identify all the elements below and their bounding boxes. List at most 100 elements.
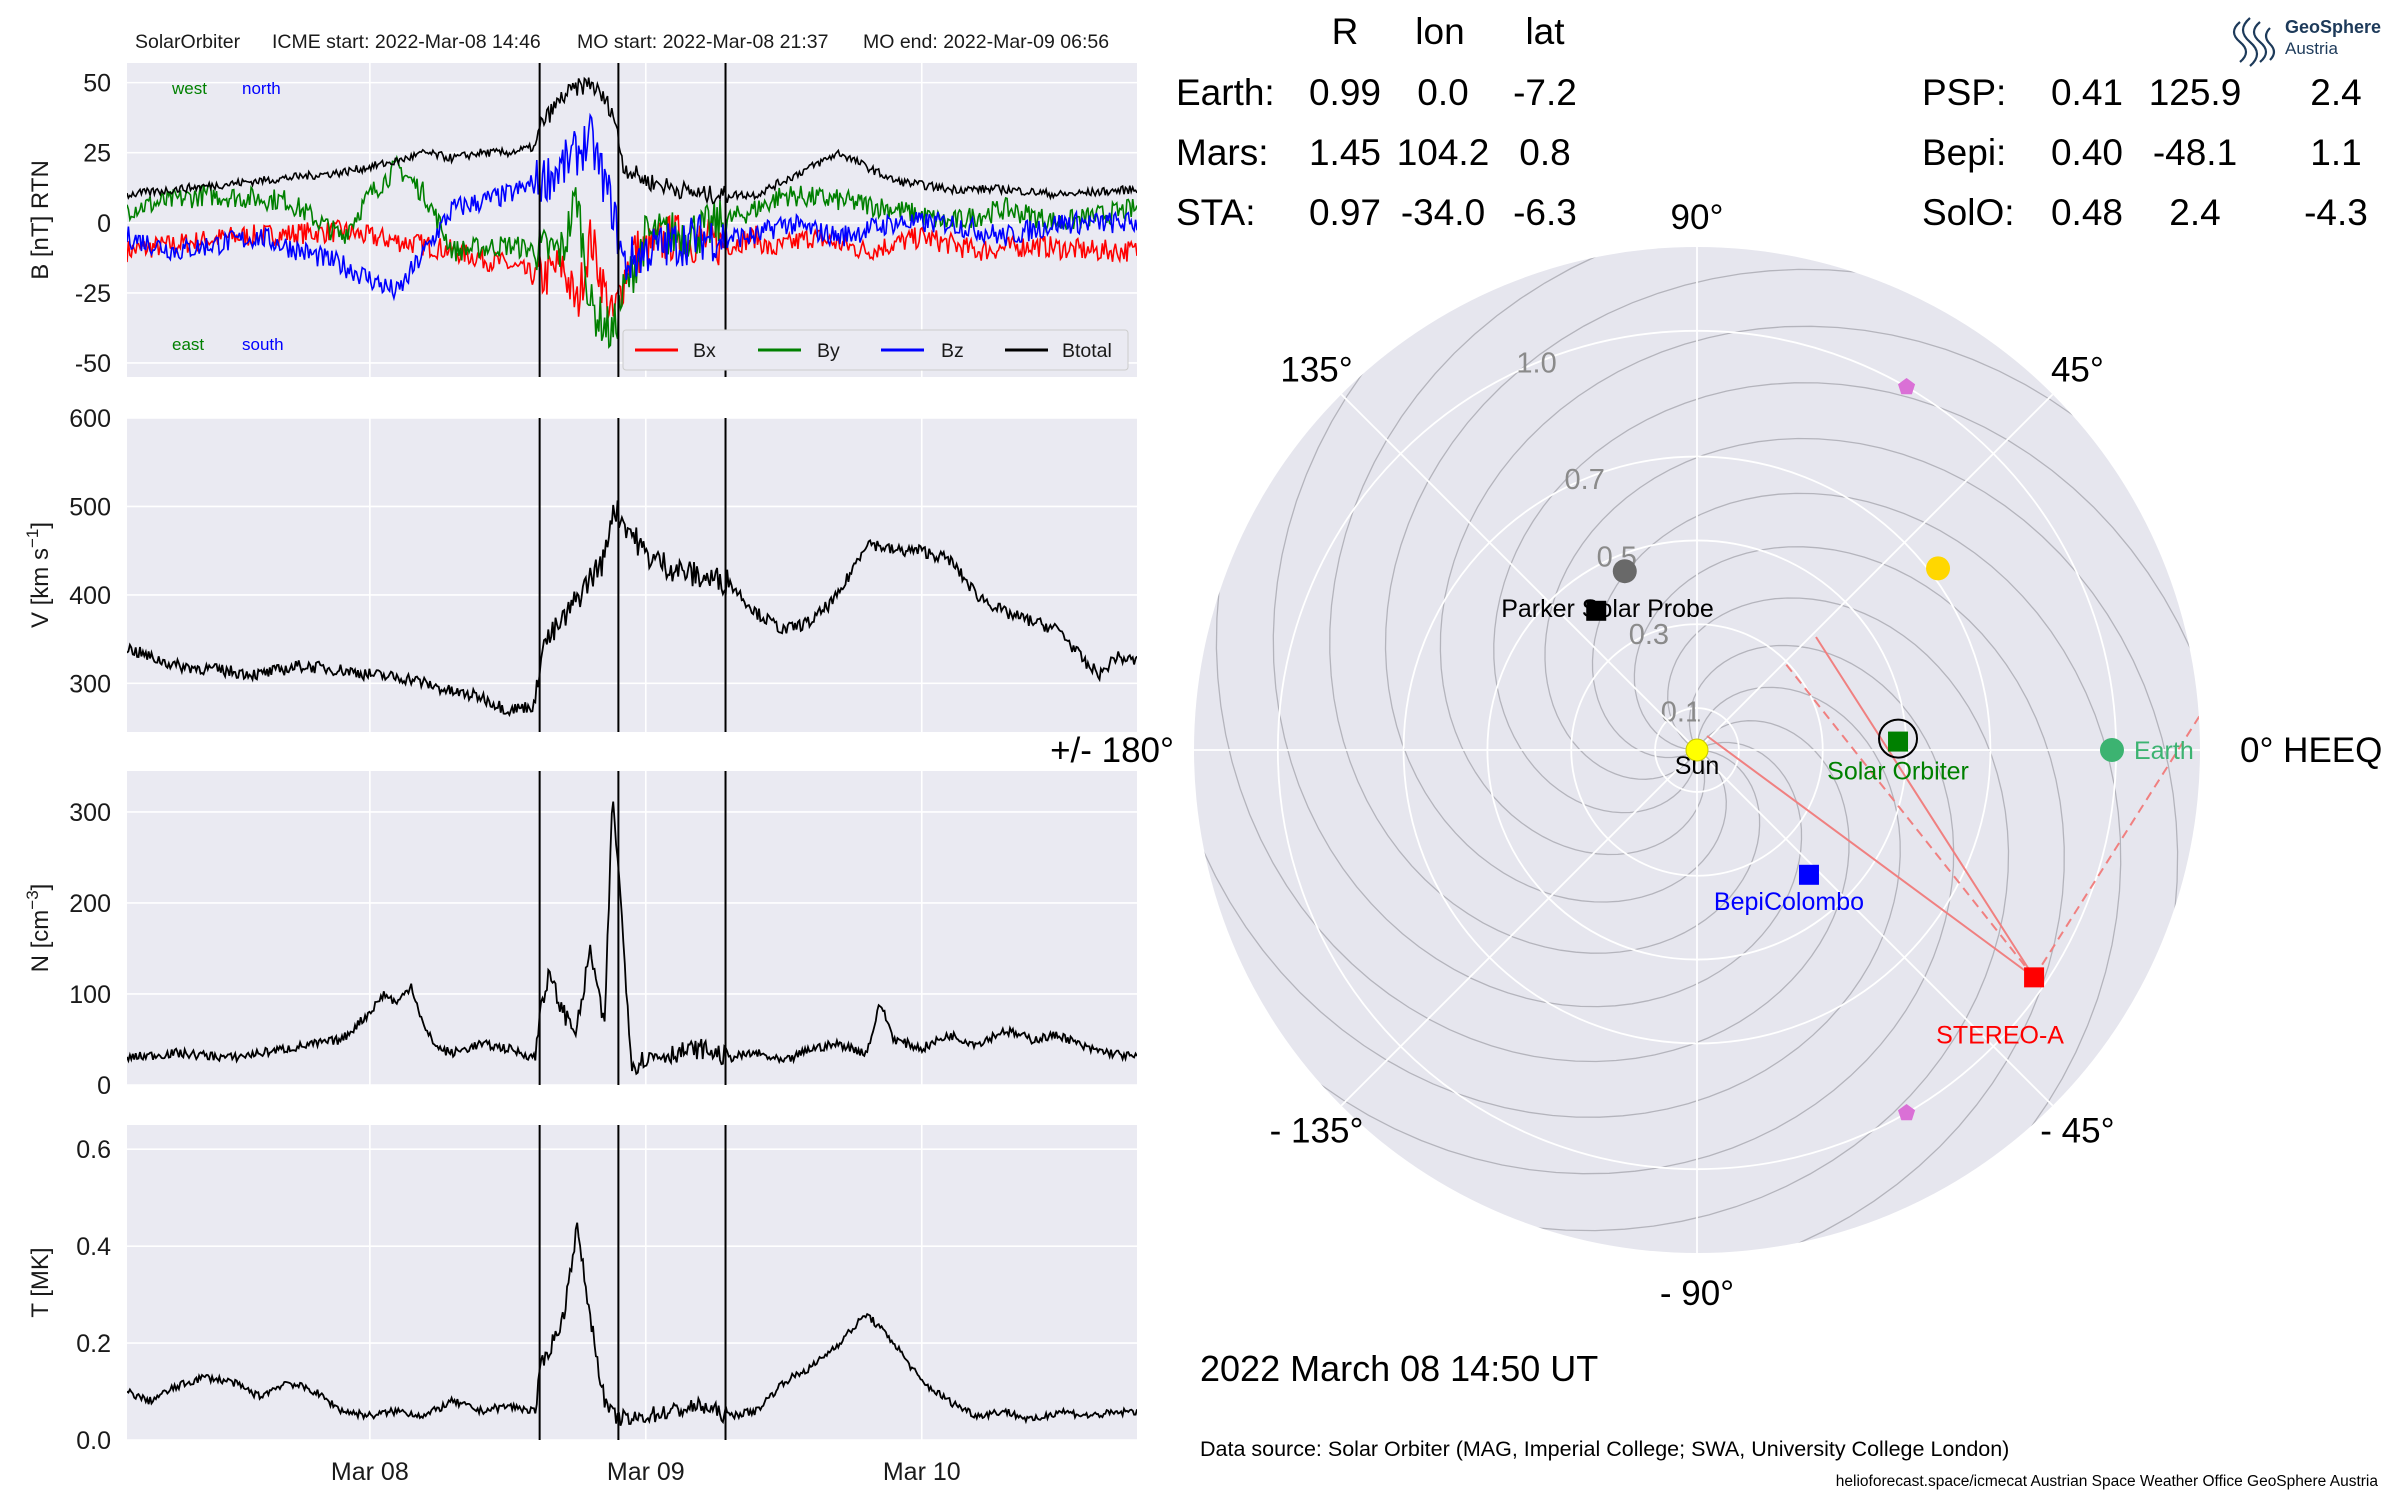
velocity-background <box>127 418 1137 732</box>
temperature-ylabel: T [MK] <box>27 1247 54 1317</box>
plot-timestamp: 2022 March 08 14:50 UT <box>1200 1348 1598 1389</box>
marker-bepicolombo <box>1798 864 1819 885</box>
temperature-ytick-label: 0.0 <box>76 1427 111 1455</box>
parker-spiral <box>1215 497 1850 1063</box>
fov-line <box>1815 636 2035 978</box>
marker-stereo-a <box>2024 967 2045 988</box>
density-ylabel-sup: −3 <box>23 890 42 909</box>
marker-label-solar-orbiter: Solar Orbiter <box>1827 758 1969 786</box>
parker-spiral <box>1384 268 1950 903</box>
table-cell-r: 0.99 <box>1309 72 1381 113</box>
polar-radial-label: 0.7 <box>1565 464 1605 496</box>
table-cell-lat: -6.3 <box>1513 192 1577 233</box>
magnetic-field-panel: 50 25 0 -25 -50 B [nT] RTN <box>27 63 1137 378</box>
polar-radial-label: 0.3 <box>1629 619 1669 651</box>
marker-label-sun: Sun <box>1675 752 1719 780</box>
table-row-name: SolO: <box>1922 192 2015 233</box>
velocity-ylabel-text: V [km s <box>27 548 54 628</box>
polar-angle-grid <box>1340 393 1698 751</box>
table-header-lon: lon <box>1415 11 1464 52</box>
temperature-panel: 0.6 0.4 0.2 0.0 Mar 08 Mar 09 Mar 10 T [MK] <box>27 1125 1137 1486</box>
legend-label-bx: Bx <box>693 340 716 362</box>
table-cell-lat: 1.1 <box>2310 132 2361 173</box>
mo-end-label: MO end: 2022-Mar-09 06:56 <box>863 31 1109 53</box>
marker-venus <box>1926 556 1951 581</box>
magnetic-field-ylabel: B [nT] RTN <box>27 160 54 280</box>
table-header-lat: lat <box>1525 11 1565 52</box>
density-panel: 300 200 100 0 N [cm−3] <box>23 771 1137 1100</box>
polar-angle-label: 45° <box>2051 351 2104 390</box>
velocity-ytick-label: 500 <box>69 493 111 521</box>
polar-angle-label: - 90° <box>1660 1274 1734 1313</box>
density-ytick-label: 0 <box>97 1072 111 1100</box>
parker-spiral <box>1248 644 1955 1175</box>
marker-label-earth: Earth <box>2134 737 2194 765</box>
magnetic-field-series-by <box>127 154 1137 350</box>
table-cell-lat: 0.8 <box>1519 132 1570 173</box>
xtick-label: Mar 08 <box>331 1458 409 1486</box>
data-source-note: Data source: Solar Orbiter (MAG, Imperia… <box>1200 1437 2009 1461</box>
density-ylabel-end: ] <box>27 884 54 891</box>
density-series-n <box>127 801 1137 1076</box>
table-cell-lon: 2.4 <box>2169 192 2220 233</box>
parker-spiral <box>1272 301 1803 1008</box>
parker-spiral <box>1544 437 2179 1003</box>
polar-angle-grid <box>1696 393 2054 751</box>
marker-parker-solar-probe <box>1586 600 1607 621</box>
table-cell-lat: -4.3 <box>2304 192 2368 233</box>
temperature-background <box>127 1125 1137 1440</box>
temperature-ylabel-text: T [MK] <box>27 1247 54 1317</box>
table-cell-lat: -7.2 <box>1513 72 1577 113</box>
table-row-name: STA: <box>1176 192 1256 233</box>
polar-angle-label: +/- 180° <box>1050 731 1174 770</box>
marker-l4 <box>1898 378 1916 395</box>
velocity-panel: 600 500 400 300 V [km s−1] <box>23 405 1137 732</box>
table-cell-r: 0.48 <box>2051 192 2123 233</box>
marker-sun <box>1685 738 1709 762</box>
magnetic-field-ylabel-text: B [nT] RTN <box>27 160 54 280</box>
temperature-ytick-label: 0.6 <box>76 1136 111 1164</box>
density-ylabel-text: N [cm <box>27 910 54 973</box>
temperature-ytick-label: 0.2 <box>76 1330 111 1358</box>
polar-angle-label: - 135° <box>1270 1111 1364 1150</box>
stereo-a-fov-lines <box>1706 636 2200 979</box>
velocity-ytick-label: 400 <box>69 582 111 610</box>
table-row-name: Bepi: <box>1922 132 2006 173</box>
magnetic-field-ytick-label: -25 <box>75 280 111 308</box>
density-background <box>127 771 1137 1085</box>
fov-line <box>2033 659 2200 978</box>
parker-spiral <box>1439 325 2146 856</box>
magnetic-field-background <box>127 63 1137 377</box>
magnetic-field-series-btotal <box>127 76 1137 205</box>
density-ytick-label: 200 <box>69 890 111 918</box>
table-cell-lat: 2.4 <box>2310 72 2361 113</box>
table-cell-r: 0.40 <box>2051 132 2123 173</box>
marker-solar-orbiter <box>1888 731 1909 752</box>
footer-credits: helioforecast.space/icmecat Austrian Spa… <box>1836 1473 2379 1490</box>
geosphere-logo-icon <box>2232 17 2276 67</box>
temperature-series-t <box>127 1222 1137 1426</box>
magnetic-field-ytick-label: 50 <box>83 70 111 98</box>
polar-radial-label: 1.0 <box>1516 348 1556 380</box>
table-cell-lon: 104.2 <box>1397 132 1490 173</box>
density-ylabel: N [cm−3] <box>23 884 54 973</box>
table-cell-r: 0.97 <box>1309 192 1381 233</box>
parker-spirals <box>1194 247 2200 1253</box>
polar-angle-label: 90° <box>1671 198 1724 237</box>
corner-label-east: east <box>172 335 204 354</box>
geosphere-logo: GeoSphere Austria <box>2232 17 2381 67</box>
velocity-series-v <box>127 500 1137 718</box>
polar-angle-grid <box>1696 749 2054 1107</box>
marker-label-bepicolombo: BepiColombo <box>1714 888 1864 916</box>
density-ytick-label: 100 <box>69 981 111 1009</box>
marker-label-stereo-a: STEREO-A <box>1936 1021 2064 1049</box>
magnetic-field-series-bz <box>127 112 1137 302</box>
table-cell-r: 0.41 <box>2051 72 2123 113</box>
marker-l5 <box>1898 1104 1916 1121</box>
legend-box <box>622 329 1129 371</box>
table-cell-lon: -34.0 <box>1401 192 1485 233</box>
position-table: Earth: 0.99 0.0 -7.2 Mars: 1.45 104.2 0.8 STA: 0.… <box>1176 72 2368 233</box>
marker-earth <box>2099 738 2124 762</box>
